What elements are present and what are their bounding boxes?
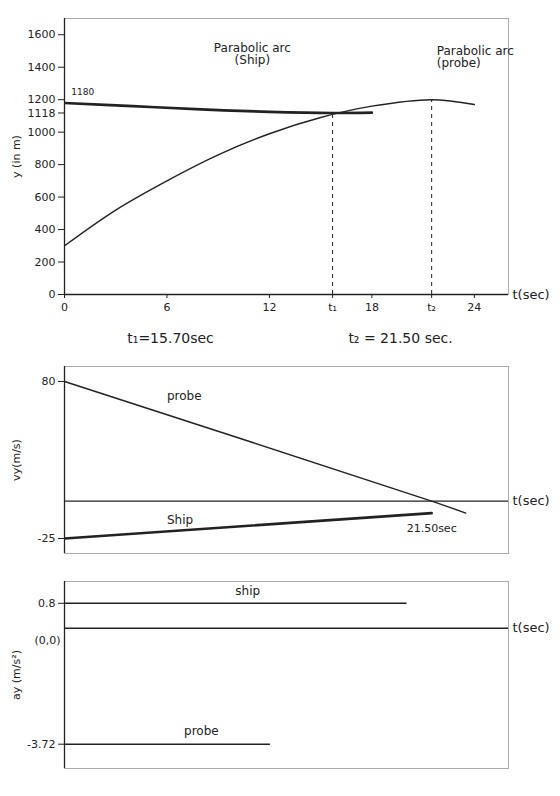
svg-text:t(sec): t(sec) (513, 493, 550, 508)
svg-text:y (in m): y (in m) (10, 135, 23, 178)
svg-text:Parabolic arc(probe): Parabolic arc(probe) (437, 44, 514, 70)
svg-text:1600: 1600 (28, 28, 56, 41)
svg-text:-3.72: -3.72 (27, 738, 55, 751)
svg-text:1180: 1180 (71, 87, 94, 97)
svg-text:ship: ship (235, 584, 260, 598)
svg-text:21.50sec: 21.50sec (407, 522, 457, 535)
svg-text:0: 0 (49, 288, 56, 301)
svg-text:12: 12 (262, 301, 276, 314)
svg-text:vy(m/s): vy(m/s) (10, 439, 23, 481)
svg-text:80: 80 (42, 375, 56, 388)
svg-text:6: 6 (163, 301, 170, 314)
svg-text:0.8: 0.8 (38, 597, 56, 610)
svg-text:800: 800 (35, 158, 56, 171)
svg-text:t(sec): t(sec) (513, 287, 550, 302)
svg-text:ay (m/s²): ay (m/s²) (10, 650, 23, 700)
svg-text:1200: 1200 (28, 93, 56, 106)
svg-text:200: 200 (35, 256, 56, 269)
svg-text:t₂: t₂ (427, 301, 436, 314)
svg-text:600: 600 (35, 191, 56, 204)
svg-text:probe: probe (184, 724, 219, 738)
svg-text:Parabolic arc(Ship): Parabolic arc(Ship) (214, 41, 291, 67)
html-text:t₁=15.70sec: t₁=15.70sec (127, 330, 214, 346)
svg-text:1000: 1000 (28, 126, 56, 139)
svg-text:Ship: Ship (167, 513, 193, 527)
svg-text:1118: 1118 (28, 107, 56, 120)
svg-text:-25: -25 (38, 532, 56, 545)
svg-text:t(sec): t(sec) (513, 620, 550, 635)
svg-text:18: 18 (365, 301, 379, 314)
svg-text:t₁: t₁ (328, 301, 337, 314)
svg-text:probe: probe (167, 389, 202, 403)
svg-text:0: 0 (61, 301, 68, 314)
svg-text:24: 24 (467, 301, 481, 314)
svg-text:1400: 1400 (28, 61, 56, 74)
svg-text:(0,0): (0,0) (34, 634, 60, 647)
svg-text:400: 400 (35, 223, 56, 236)
html-text:t₂ = 21.50 sec.: t₂ = 21.50 sec. (348, 330, 453, 346)
